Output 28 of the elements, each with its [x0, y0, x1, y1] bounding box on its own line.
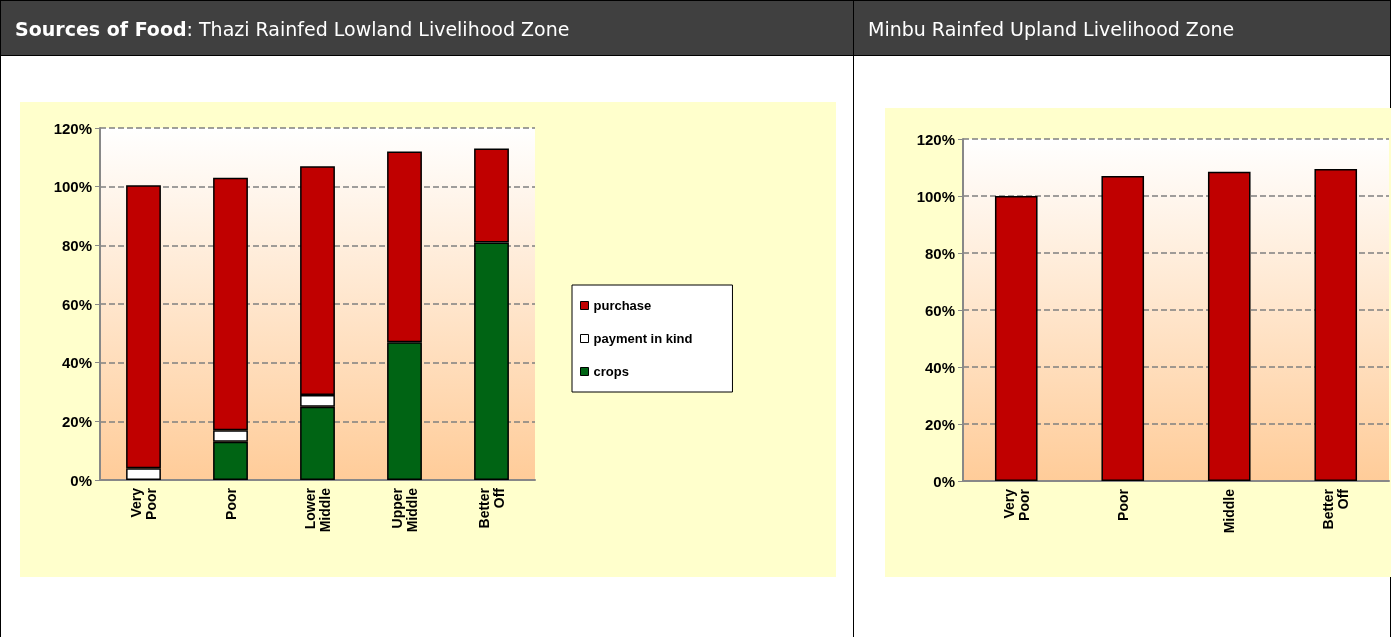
y-tick-label: 60%: [61, 295, 92, 313]
y-tick-label: 40%: [61, 354, 92, 372]
y-tick-label: 120%: [53, 119, 92, 137]
y-tick-label: 0%: [933, 472, 955, 490]
x-tick-label: Better Off: [1320, 488, 1352, 530]
x-tick-label: Upper Middle: [389, 487, 420, 533]
y-tick-label: 120%: [916, 130, 955, 148]
y-tick-label: 100%: [916, 187, 955, 205]
y-tick-label: 40%: [924, 358, 955, 376]
legend-label: purchase: [593, 298, 652, 313]
y-tick-label: 20%: [61, 412, 92, 430]
x-tick-label: Very Poor: [1000, 488, 1032, 521]
x-tick-label: Lower Middle: [302, 487, 333, 533]
y-tick-label: 80%: [61, 236, 92, 254]
legend-label: crops: [593, 364, 629, 379]
chart-title: Sources of Food: Thazi Rainfed Lowland Livelihood Zone: [0, 0, 854, 56]
y-tick-label: 0%: [70, 471, 92, 489]
x-tick-label: Poor: [222, 487, 239, 520]
x-tick-label: Poor: [1114, 488, 1131, 521]
x-tick-label: Better Off: [476, 487, 507, 529]
x-tick-label: Middle: [1221, 488, 1238, 534]
x-tick-label: Very Poor: [128, 487, 159, 520]
chart-title: Minbu Rainfed Upland Livelihood Zone: [853, 0, 1391, 56]
y-tick-label: 80%: [924, 244, 955, 262]
y-tick-label: 20%: [924, 415, 955, 433]
y-tick-label: 60%: [924, 301, 955, 319]
y-tick-label: 100%: [53, 178, 92, 196]
legend-label: payment in kind: [593, 331, 693, 346]
